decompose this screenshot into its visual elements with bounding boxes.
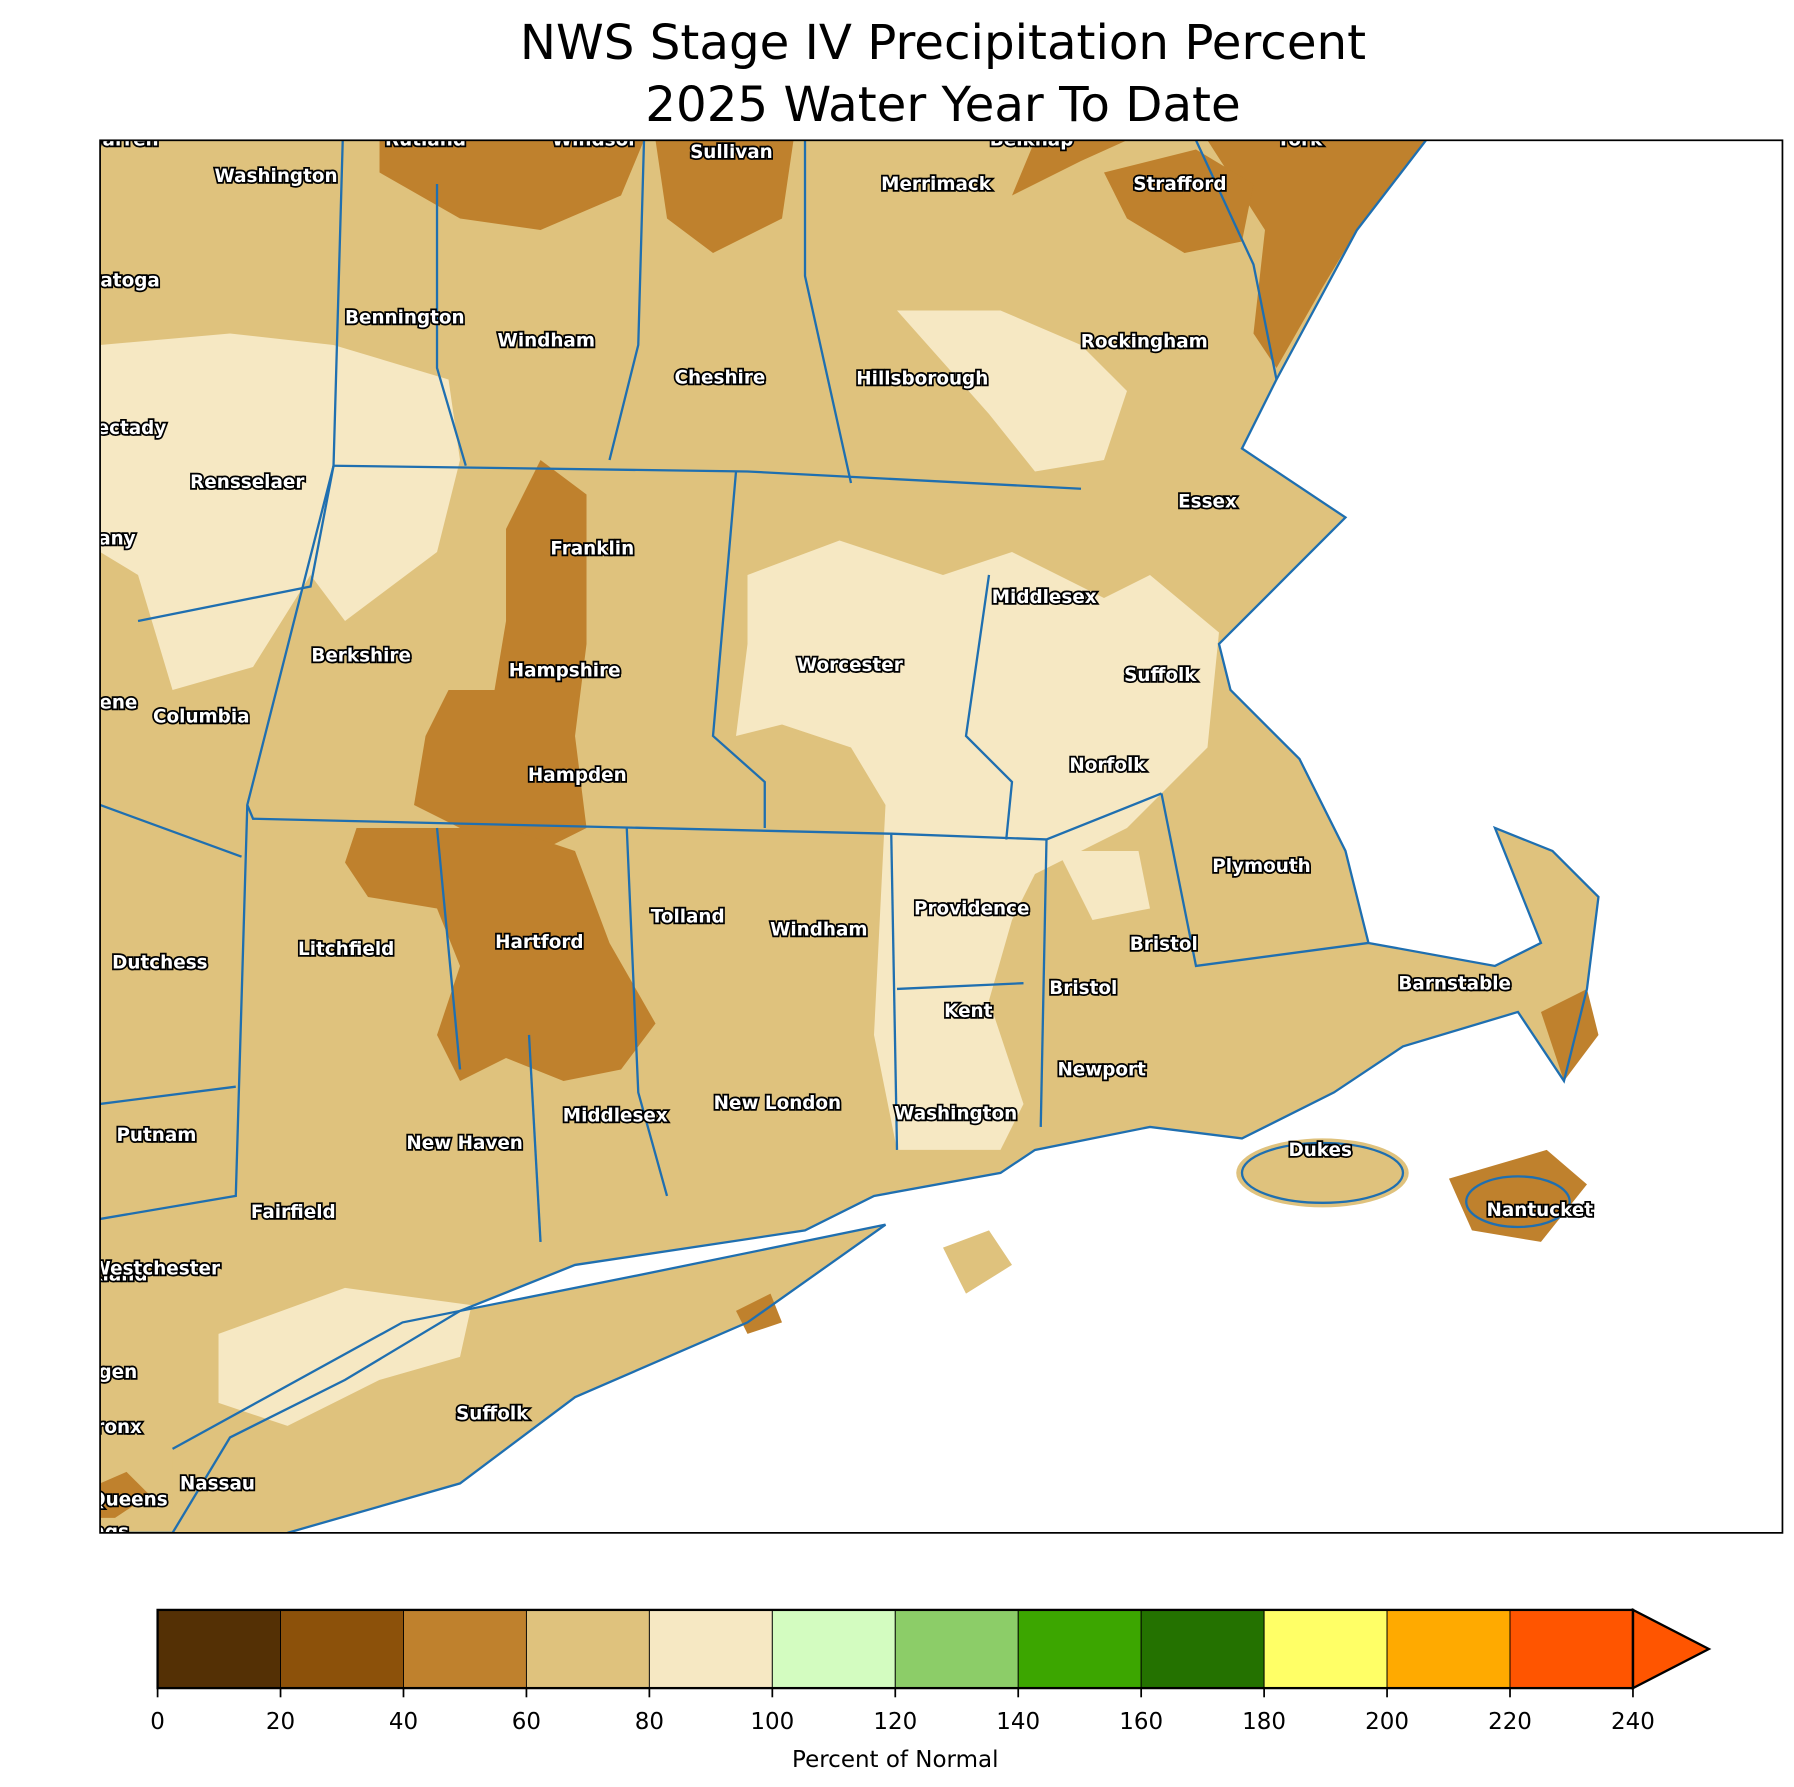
county-label: Fairfield	[251, 1202, 336, 1223]
boundaries	[100, 140, 1600, 1533]
colorbar-tick-label: 180	[1242, 1709, 1286, 1735]
colorbar-tick-label: 60	[512, 1709, 541, 1735]
colorbar-tick-label: 20	[266, 1709, 295, 1735]
subtitle: 2025 Water Year To Date	[645, 77, 1240, 133]
county-label: Suffolk	[1124, 665, 1197, 686]
county-label: Putnam	[116, 1125, 196, 1146]
county-label: Windham	[498, 331, 595, 352]
county-label: Nantucket	[1487, 1200, 1594, 1221]
county-label: Schenectady	[34, 418, 166, 439]
county-label: Belknap	[990, 129, 1074, 150]
colorbar-bin	[525, 1609, 650, 1689]
colorbar-bin	[1263, 1609, 1388, 1689]
county-label: Middlesex	[992, 587, 1097, 608]
colorbar: 0 20 40 60 80 100 120 140 160 180 200 220 240 Percent…	[150, 1608, 1712, 1773]
county-label: Columbia	[153, 707, 250, 728]
title: NWS Stage IV Precipitation Percent	[520, 15, 1366, 71]
county-label: Rockingham	[1081, 332, 1208, 353]
county-label: Hampshire	[509, 661, 621, 682]
county-label: Hartford	[495, 932, 583, 953]
county-label: Litchfield	[298, 939, 394, 960]
colorbar-bin	[403, 1609, 527, 1689]
colorbar-tick-label: 140	[996, 1709, 1040, 1735]
colorbar-extend	[1631, 1608, 1712, 1690]
county-label: Norfolk	[1069, 755, 1146, 776]
county-label: Berkshire	[311, 646, 411, 667]
county-label: Bristol	[1130, 934, 1198, 955]
county-label: Queens	[90, 1490, 168, 1511]
county-label: Newport	[1057, 1060, 1146, 1081]
county-label: Franklin	[550, 539, 634, 560]
county-label: Warren	[83, 129, 159, 150]
county-labels: Warren Rutland Windsor Sullivan Belknap York W…	[34, 129, 1595, 1543]
county-label: Cheshire	[674, 367, 765, 388]
county-label: Tolland	[651, 907, 725, 928]
county-label: Westchester	[91, 1259, 221, 1280]
county-label: Greene	[63, 693, 138, 714]
county-label: Kings	[71, 1522, 129, 1543]
colorbar-label: Percent of Normal	[792, 1747, 998, 1773]
county-label: Bristol	[1049, 978, 1117, 999]
colorbar-bin	[1509, 1609, 1634, 1689]
county-label: New Haven	[406, 1133, 523, 1154]
colorbar-bin	[1140, 1609, 1265, 1689]
county-label: Dukes	[1288, 1140, 1352, 1161]
colorbar-bin	[280, 1609, 404, 1689]
county-label: Hampden	[528, 765, 627, 786]
colorbar-bin	[157, 1609, 281, 1689]
map-area: Warren Rutland Windsor Sullivan Belknap York W…	[34, 129, 1600, 1543]
county-label: Plymouth	[1212, 856, 1310, 877]
county-label: Suffolk	[456, 1403, 529, 1424]
county-label: Essex	[1178, 492, 1237, 513]
county-label: Nassau	[180, 1474, 255, 1495]
colorbar-tick-label: 0	[150, 1709, 165, 1735]
county-label: Sullivan	[690, 142, 773, 163]
colorbar-tick-label: 240	[1611, 1709, 1655, 1735]
colorbar-bin	[894, 1609, 1019, 1689]
county-label: New London	[714, 1093, 842, 1114]
county-label: Strafford	[1133, 174, 1226, 195]
county-label: Worcester	[797, 655, 904, 676]
county-label: Rensselaer	[190, 472, 305, 493]
county-label: Dutchess	[112, 953, 207, 974]
county-label: Bergen	[63, 1362, 137, 1383]
colorbar-tick-label: 40	[389, 1709, 418, 1735]
colorbar-bin	[771, 1609, 896, 1689]
county-label: Bennington	[345, 308, 465, 329]
colorbar-tick-label: 100	[750, 1709, 794, 1735]
county-label: Windsor	[552, 129, 638, 150]
county-label: Rockland	[53, 1264, 148, 1285]
colorbar-tick-label: 160	[1119, 1709, 1163, 1735]
county-label: Merrimack	[881, 174, 992, 195]
county-label: Barnstable	[1398, 973, 1511, 994]
county-label: Windham	[770, 919, 867, 940]
county-label: Saratoga	[66, 271, 160, 292]
colorbar-bin	[1017, 1609, 1142, 1689]
county-label: Washington	[215, 166, 338, 187]
colorbar-bin	[1386, 1609, 1511, 1689]
county-label: Middlesex	[563, 1106, 668, 1127]
colorbar-tick-label: 120	[873, 1709, 917, 1735]
county-label: Providence	[914, 899, 1029, 920]
county-label: Rutland	[385, 129, 466, 150]
map-frame	[99, 139, 1784, 1534]
colorbar-bin	[648, 1609, 773, 1689]
colorbar-tick-label: 220	[1488, 1709, 1532, 1735]
county-label: Hillsborough	[856, 368, 988, 389]
colorbar-tick-label: 200	[1365, 1709, 1409, 1735]
county-label: Kent	[944, 1001, 992, 1022]
county-label: York	[1276, 129, 1323, 150]
county-label: Bronx	[81, 1417, 142, 1438]
colorbar-tick-label: 80	[635, 1709, 664, 1735]
county-label: Washington	[894, 1103, 1017, 1124]
county-label: Albany	[65, 528, 136, 549]
